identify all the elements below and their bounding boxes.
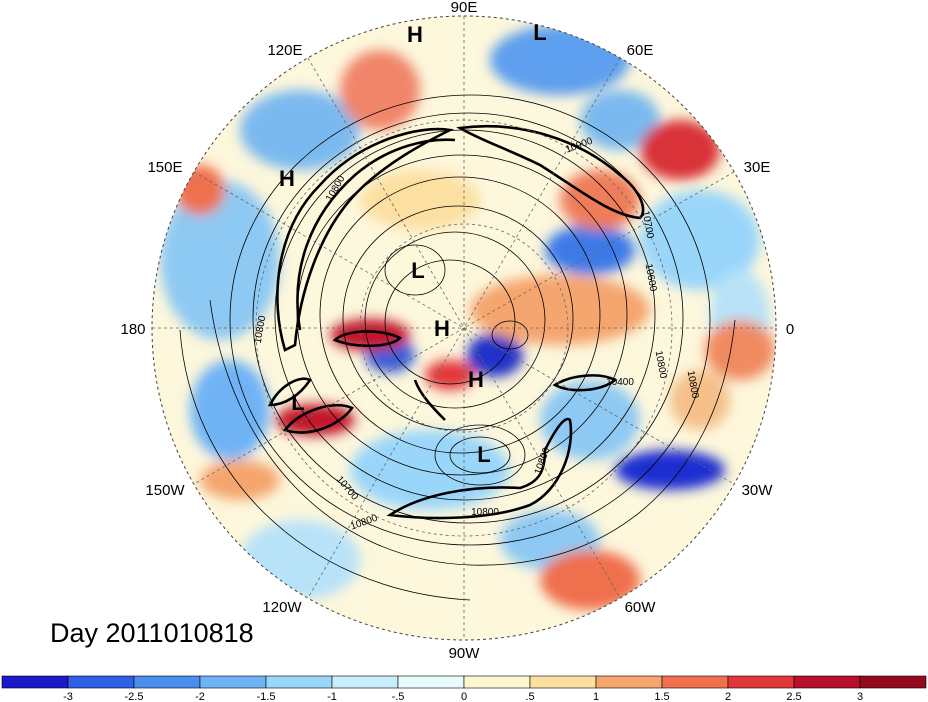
colorbar-tick-label: .5: [525, 691, 534, 702]
colorbar-swatch: [331, 675, 399, 689]
contour-label: 10800: [471, 507, 499, 518]
pressure-label-high-canada: H: [468, 367, 484, 392]
colorbar-tick-label: 3: [857, 691, 863, 702]
colorbar-swatch: [859, 675, 927, 689]
colorbar-tick-label: -1.5: [257, 691, 276, 702]
colorbar-swatch: [661, 675, 729, 689]
contour-label: 10600: [643, 263, 659, 293]
colorbar-tick-label: -2: [195, 691, 205, 702]
longitude-label-120w: 120W: [262, 599, 302, 616]
contour-label: 10400: [606, 377, 634, 388]
longitude-label-60e: 60E: [627, 42, 654, 59]
colorbar-swatch: [133, 675, 201, 689]
pressure-label-high-pole: H: [434, 316, 450, 341]
pressure-label-low-pacific: L: [291, 390, 304, 415]
colorbar-swatch: [1, 675, 69, 689]
longitude-label-30w: 30W: [742, 482, 774, 499]
map-rim: [151, 15, 777, 641]
colorbar-tick-label: 0: [461, 691, 467, 702]
pressure-label-low-siberia: L: [411, 258, 424, 283]
longitude-label-90e: 90E: [451, 0, 478, 16]
pressure-label-high-150e: H: [279, 166, 295, 191]
contour-label: 10800: [653, 350, 669, 380]
colorbar-swatch: [67, 675, 135, 689]
pressure-label-high-90e: H: [407, 22, 423, 47]
colorbar-tick-label: 2: [725, 691, 731, 702]
colorbar-swatch: [727, 675, 795, 689]
longitude-label-90w: 90W: [449, 645, 481, 662]
colorbar-swatch: [397, 675, 465, 689]
height-contours: [179, 94, 736, 601]
contour-label: 10700: [640, 210, 656, 240]
colorbar-swatch: [265, 675, 333, 689]
colorbar-swatch: [199, 675, 267, 689]
colorbar-tick-label: -2.5: [125, 691, 144, 702]
day-label: Day 2011010818: [50, 618, 254, 648]
longitude-label-150w: 150W: [145, 482, 185, 499]
longitude-label-180: 180: [120, 321, 145, 338]
longitude-label-120e: 120E: [267, 42, 302, 59]
colorbar: -3 -2.5 -2 -1.5 -1 -.5 0 .5 1 1.5 2 2.5 3: [1, 675, 927, 702]
colorbar-swatch: [463, 675, 531, 689]
colorbar-tick-label: 1: [593, 691, 599, 702]
colorbar-tick-label: -3: [63, 691, 73, 702]
colorbar-tick-label: 2.5: [786, 691, 801, 702]
longitude-label-30e: 30E: [744, 159, 771, 176]
contour-label: 10800: [253, 314, 269, 344]
thick-contours: [267, 124, 645, 520]
colorbar-tick-label: -1: [327, 691, 337, 702]
graticule: [152, 16, 776, 640]
longitude-label-0: 0: [786, 321, 794, 338]
colorbar-swatch: [595, 675, 663, 689]
pressure-label-low-70e: L: [533, 20, 546, 45]
colorbar-swatch: [793, 675, 861, 689]
pressure-label-low-hudson: L: [477, 442, 490, 467]
colorbar-swatch: [529, 675, 597, 689]
colorbar-tick-label: 1.5: [654, 691, 669, 702]
contour-label: 10800: [685, 370, 701, 400]
longitude-label-60w: 60W: [625, 599, 657, 616]
longitude-label-150e: 150E: [147, 159, 182, 176]
colorbar-tick-label: -.5: [392, 691, 405, 702]
